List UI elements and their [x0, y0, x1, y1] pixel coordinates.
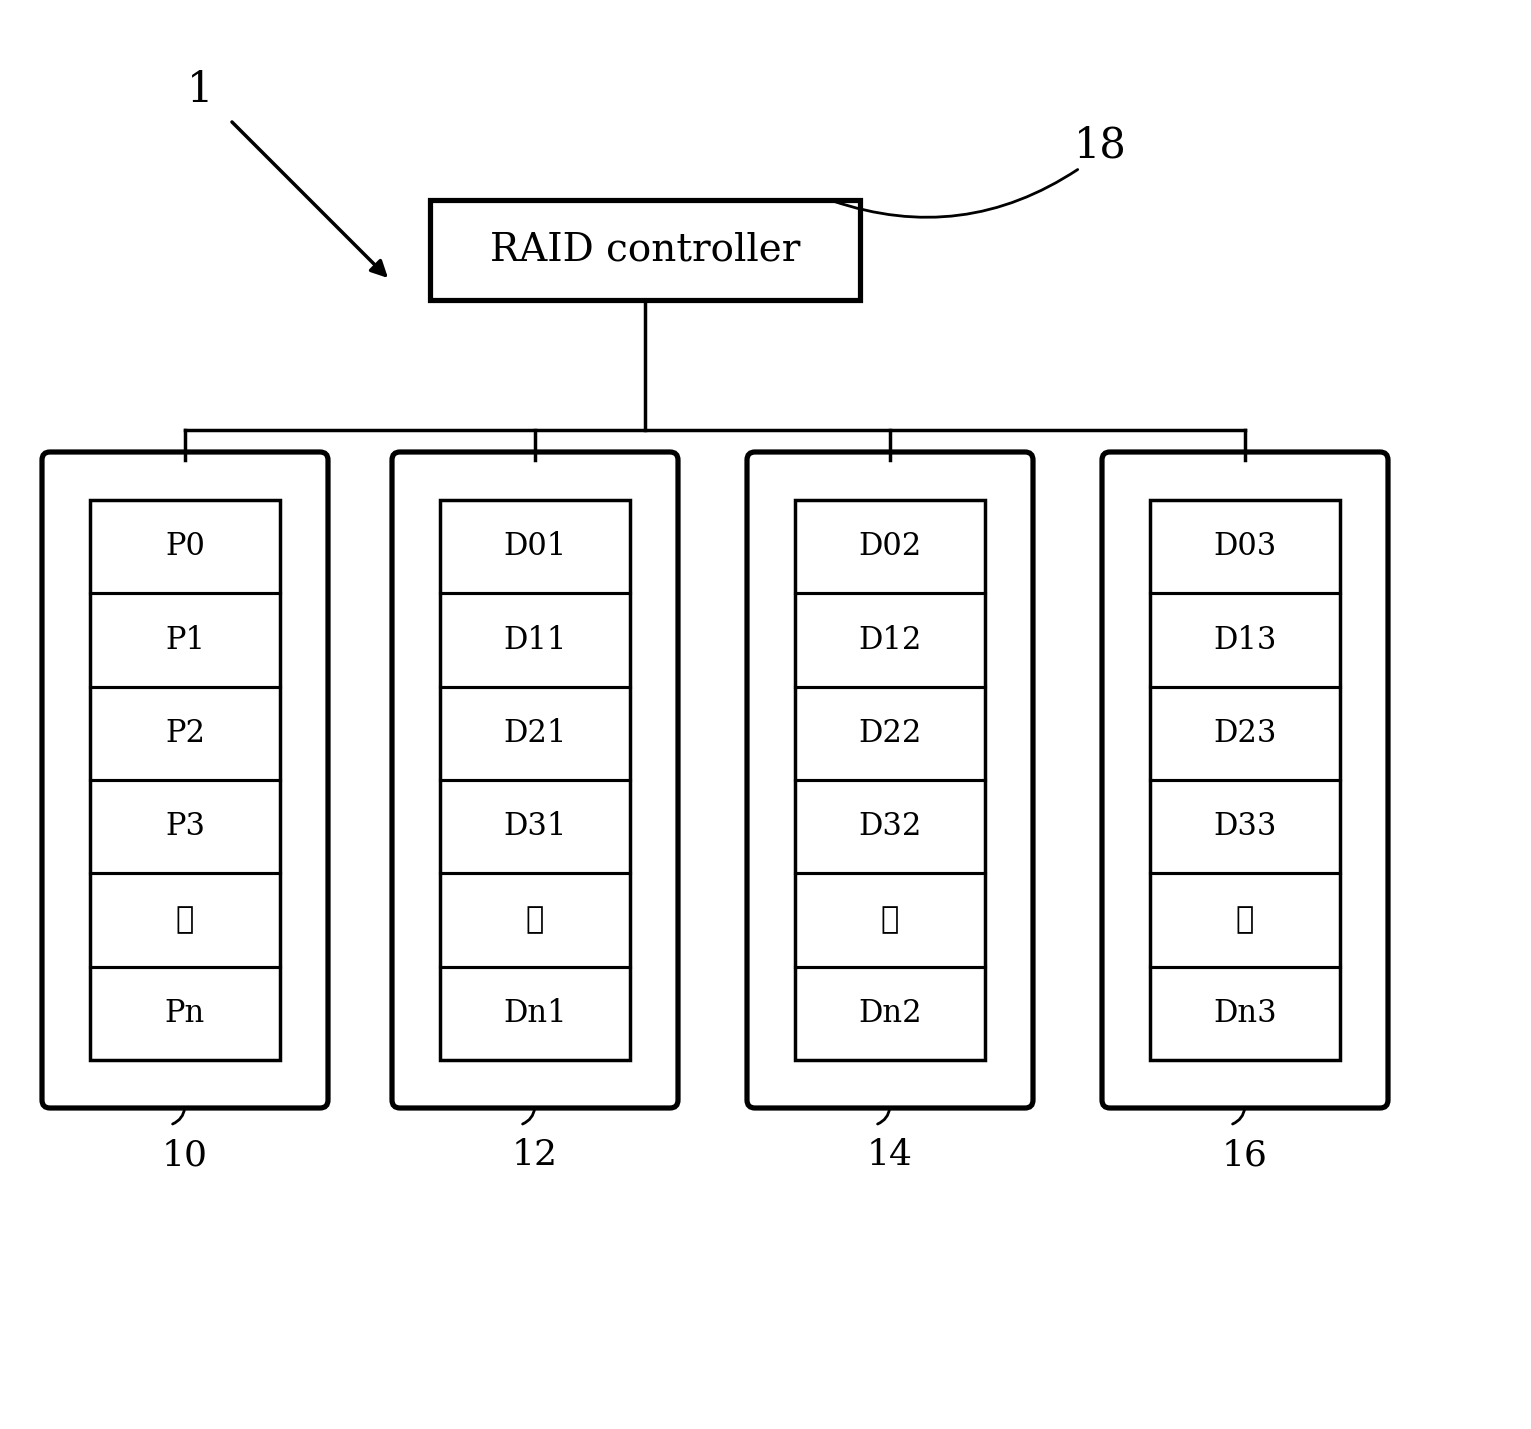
Text: 14: 14 — [867, 1137, 912, 1172]
Text: D11: D11 — [504, 624, 566, 656]
Text: D32: D32 — [859, 812, 922, 842]
Bar — [1150, 500, 1340, 1060]
FancyBboxPatch shape — [392, 452, 678, 1107]
FancyBboxPatch shape — [41, 452, 328, 1107]
Text: 12: 12 — [511, 1137, 557, 1172]
FancyBboxPatch shape — [1102, 452, 1389, 1107]
Text: D13: D13 — [1213, 624, 1277, 656]
Text: 16: 16 — [1222, 1137, 1268, 1172]
Text: Dn2: Dn2 — [859, 997, 922, 1029]
Text: 1: 1 — [187, 69, 213, 111]
Text: D21: D21 — [504, 717, 566, 749]
Text: D31: D31 — [504, 812, 566, 842]
Text: ⋮: ⋮ — [176, 905, 194, 936]
Text: D03: D03 — [1214, 532, 1277, 562]
Text: ⋮: ⋮ — [525, 905, 544, 936]
Text: 10: 10 — [162, 1137, 208, 1172]
Text: Dn3: Dn3 — [1213, 997, 1277, 1029]
Bar — [430, 200, 860, 300]
Bar — [90, 500, 280, 1060]
Text: D33: D33 — [1213, 812, 1277, 842]
Text: 18: 18 — [1073, 124, 1127, 166]
Bar — [439, 500, 629, 1060]
Text: D02: D02 — [859, 532, 922, 562]
Text: P2: P2 — [165, 717, 205, 749]
Text: D22: D22 — [859, 717, 922, 749]
Text: P1: P1 — [165, 624, 205, 656]
Text: ⋮: ⋮ — [880, 905, 899, 936]
Text: P3: P3 — [165, 812, 205, 842]
FancyBboxPatch shape — [747, 452, 1033, 1107]
Bar — [795, 500, 984, 1060]
Text: D12: D12 — [859, 624, 922, 656]
Text: Pn: Pn — [165, 997, 205, 1029]
Text: P0: P0 — [165, 532, 205, 562]
Text: D23: D23 — [1213, 717, 1277, 749]
Text: ⋮: ⋮ — [1236, 905, 1254, 936]
Text: RAID controller: RAID controller — [490, 231, 801, 269]
Text: D01: D01 — [504, 532, 566, 562]
Text: Dn1: Dn1 — [504, 997, 566, 1029]
